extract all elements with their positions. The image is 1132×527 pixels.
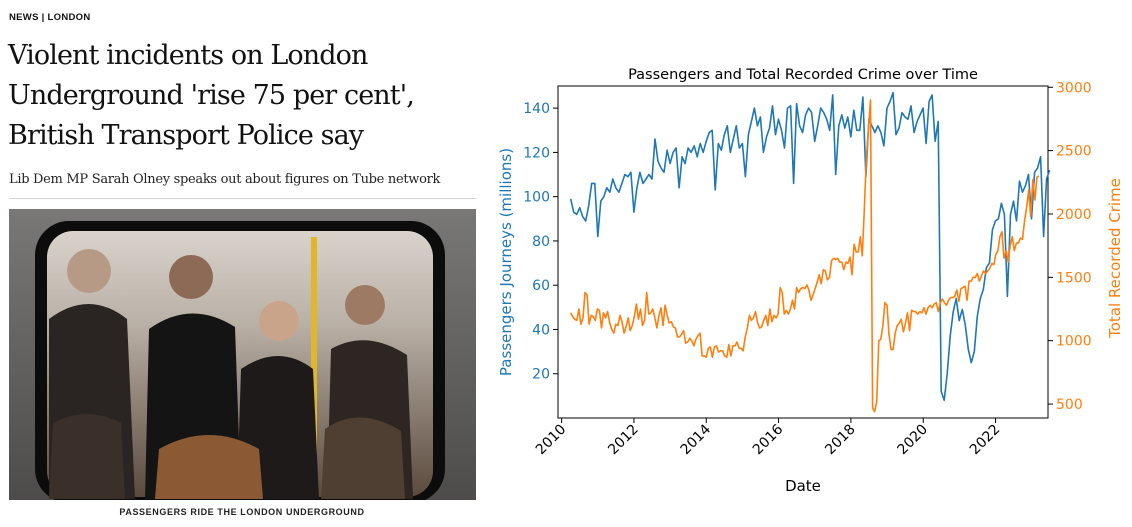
y2-tick-label: 1000 xyxy=(1056,334,1092,350)
y-tick-label: 140 xyxy=(523,101,550,117)
article-standfirst: Lib Dem MP Sarah Olney speaks out about … xyxy=(9,172,441,187)
x-axis: 2010 2012 2014 2016 2018 2020 2022 xyxy=(533,418,1003,458)
crime-line xyxy=(569,99,1040,413)
y-tick-label: 100 xyxy=(523,190,550,206)
y-axis-label: Passengers Journeys (millions) xyxy=(497,148,515,376)
x-tick-label: 2018 xyxy=(822,422,859,459)
section-kicker[interactable]: NEWS | LONDON xyxy=(9,12,91,23)
y2-axis-label: Total Recorded Crime xyxy=(1106,178,1124,339)
passengers-line xyxy=(569,91,1051,402)
article-photo xyxy=(9,209,476,500)
article-panel: NEWS | LONDON Violent incidents on Londo… xyxy=(0,0,480,527)
series-lines xyxy=(569,91,1051,413)
y2-tick-label: 3000 xyxy=(1056,80,1092,96)
y-axis-right: 500 1000 1500 2000 2500 3000 xyxy=(1048,80,1092,413)
y2-tick-label: 2500 xyxy=(1056,144,1092,160)
y-tick-label: 80 xyxy=(532,234,550,250)
x-tick-label: 2014 xyxy=(678,421,715,458)
x-tick-label: 2020 xyxy=(895,422,932,459)
headline-line: British Transport Police say xyxy=(8,120,364,151)
y2-tick-label: 1500 xyxy=(1056,270,1092,286)
y-tick-label: 120 xyxy=(523,145,550,161)
y-tick-label: 20 xyxy=(532,367,550,383)
headline-line: Underground 'rise 75 per cent', xyxy=(8,80,415,111)
headline-line: Violent incidents on London xyxy=(8,40,368,71)
plot-frame xyxy=(557,85,1049,419)
x-tick-label: 2016 xyxy=(750,421,787,458)
y-axis-left: 20 40 60 80 100 120 140 xyxy=(523,101,558,383)
x-tick-label: 2012 xyxy=(605,422,642,459)
tube-window-photo xyxy=(9,209,476,500)
dual-axis-line-chart: Passengers and Total Recorded Crime over… xyxy=(497,67,1124,495)
x-axis-label: Date xyxy=(785,477,821,495)
divider xyxy=(9,198,476,199)
photo-caption: PASSENGERS RIDE THE LONDON UNDERGROUND xyxy=(119,507,365,517)
article-headline: Violent incidents on London Underground … xyxy=(8,36,478,156)
y2-tick-label: 2000 xyxy=(1056,207,1092,223)
x-tick-label: 2022 xyxy=(967,422,1004,459)
chart-title: Passengers and Total Recorded Crime over… xyxy=(628,67,978,83)
y-tick-label: 60 xyxy=(532,278,550,294)
x-tick-label: 2010 xyxy=(533,422,570,459)
y-tick-label: 40 xyxy=(532,322,550,338)
y2-tick-label: 500 xyxy=(1056,397,1083,413)
